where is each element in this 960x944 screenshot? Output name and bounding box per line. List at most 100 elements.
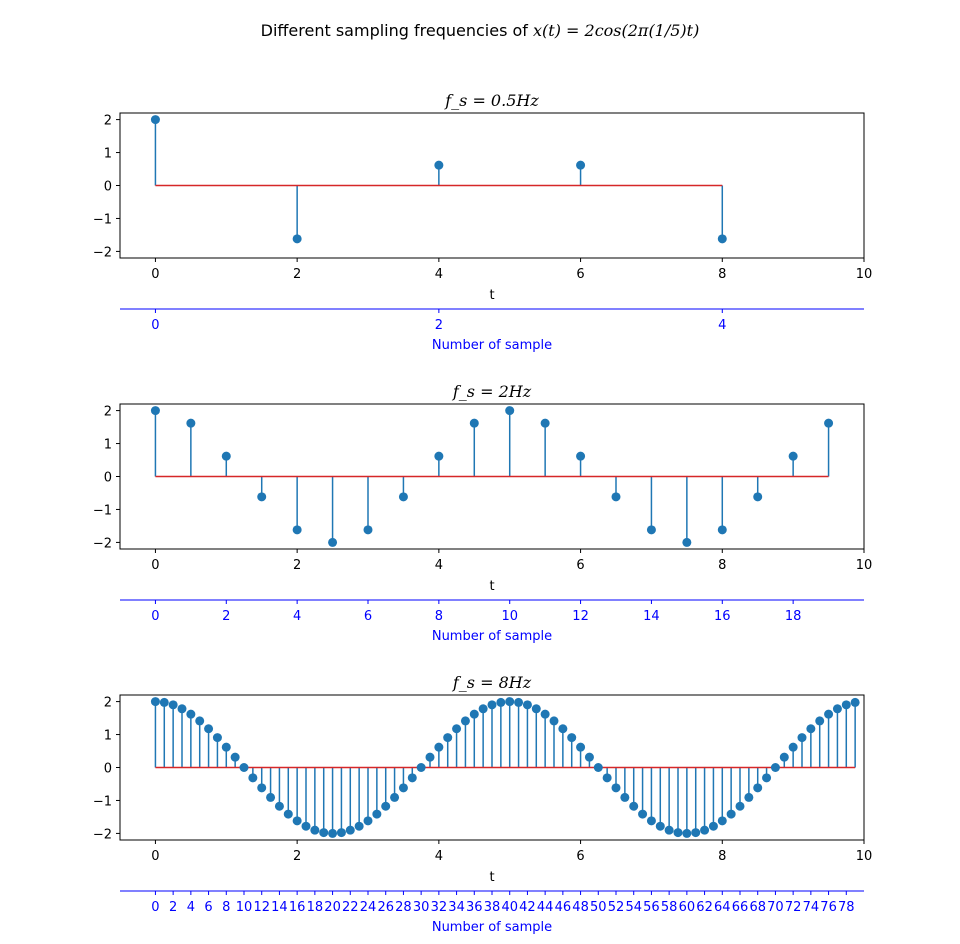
- secondary-tick-label: 52: [608, 900, 625, 915]
- secondary-tick-label: 54: [625, 900, 642, 915]
- stem-marker: [779, 752, 789, 762]
- x-axis-label: t: [489, 579, 494, 594]
- stem-marker: [841, 700, 851, 710]
- secondary-tick-label: 6: [364, 609, 372, 624]
- stem-marker: [354, 821, 364, 831]
- secondary-tick-label: 16: [714, 609, 731, 624]
- stem-marker: [717, 234, 727, 244]
- secondary-tick-label: 2: [222, 609, 230, 624]
- stem-marker: [744, 792, 754, 802]
- stem-marker: [850, 697, 860, 707]
- stem-marker: [363, 816, 373, 826]
- secondary-tick-label: 2: [169, 900, 177, 915]
- stem-marker: [425, 752, 435, 762]
- stem-marker: [186, 709, 196, 719]
- secondary-tick-label: 14: [643, 609, 660, 624]
- secondary-tick-label: 8: [222, 900, 230, 915]
- stem-marker: [496, 697, 506, 707]
- secondary-tick-label: 70: [767, 900, 784, 915]
- stem-marker: [328, 537, 338, 547]
- secondary-tick-label: 78: [838, 900, 855, 915]
- stem-marker: [292, 816, 302, 826]
- x-tick-label: 0: [151, 849, 159, 864]
- figure-title-formula: x(t) = 2cos(2π(1/5)t): [533, 21, 699, 40]
- stem-marker: [567, 733, 577, 743]
- stem-marker: [336, 828, 346, 838]
- y-tick-label: 1: [104, 147, 112, 162]
- secondary-tick-label: 42: [519, 900, 536, 915]
- stem-marker: [168, 700, 178, 710]
- y-tick-label: −2: [93, 245, 112, 260]
- secondary-tick-label: 4: [293, 609, 301, 624]
- stem-marker: [390, 792, 400, 802]
- y-tick-label: −2: [93, 536, 112, 551]
- stem-marker: [655, 821, 665, 831]
- stem-marker: [416, 763, 426, 772]
- secondary-tick-label: 64: [714, 900, 731, 915]
- secondary-tick-label: 60: [679, 900, 696, 915]
- stem-marker: [239, 763, 249, 772]
- stem-marker: [522, 700, 532, 710]
- stem-marker: [150, 697, 160, 707]
- stem-marker: [434, 451, 444, 461]
- secondary-tick-label: 0: [151, 609, 159, 624]
- secondary-tick-label: 32: [431, 900, 448, 915]
- secondary-tick-label: 62: [696, 900, 713, 915]
- secondary-tick-label: 4: [718, 318, 726, 333]
- secondary-tick-label: 58: [661, 900, 678, 915]
- secondary-tick-label: 0: [151, 900, 159, 915]
- stem-marker: [629, 801, 639, 811]
- stem-marker: [682, 537, 692, 547]
- stem-marker: [576, 160, 586, 170]
- stem-marker: [584, 752, 594, 762]
- subplot-title: f_s = 8Hz: [452, 673, 532, 692]
- y-tick-label: 1: [104, 438, 112, 453]
- secondary-tick-label: 18: [785, 609, 802, 624]
- stem-marker: [593, 763, 603, 772]
- y-tick-label: 0: [104, 180, 112, 195]
- stem-marker: [806, 724, 816, 734]
- y-tick-label: 1: [104, 729, 112, 744]
- stem-marker: [292, 525, 302, 535]
- stem-marker: [832, 704, 842, 714]
- stem-marker: [762, 773, 772, 783]
- stem-marker: [159, 697, 169, 707]
- secondary-tick-label: 50: [590, 900, 607, 915]
- stem-marker: [770, 763, 780, 772]
- stem-marker: [345, 825, 355, 835]
- subplot-1: f_s = 0.5Hz 0 2 4 6 8 10 −2 −1 0 1 2 t 0 2 4 Number of s…: [93, 91, 872, 353]
- secondary-tick-label: 30: [413, 900, 430, 915]
- stem-marker: [319, 828, 329, 838]
- x-tick-label: 8: [718, 558, 726, 573]
- secondary-tick-label: 2: [435, 318, 443, 333]
- x-tick-label: 2: [293, 849, 301, 864]
- stem-marker: [611, 492, 621, 502]
- stem-marker: [186, 418, 196, 428]
- stem-marker: [434, 742, 444, 752]
- secondary-tick-label: 28: [395, 900, 412, 915]
- stem-marker: [478, 704, 488, 714]
- secondary-axis-label: Number of sample: [432, 629, 552, 644]
- secondary-tick-label: 10: [501, 609, 518, 624]
- stem-marker: [150, 406, 160, 416]
- stem-marker: [753, 492, 763, 502]
- stem-marker: [788, 451, 798, 461]
- stem-marker: [824, 709, 834, 719]
- stem-marker: [576, 451, 586, 461]
- secondary-tick-label: 6: [204, 900, 212, 915]
- secondary-tick-label: 8: [435, 609, 443, 624]
- stem-marker: [407, 773, 417, 783]
- stem-marker: [212, 733, 222, 743]
- stem-marker: [372, 809, 382, 819]
- stem-marker: [726, 809, 736, 819]
- secondary-tick-label: 56: [643, 900, 660, 915]
- secondary-tick-label: 44: [537, 900, 554, 915]
- stem-marker: [292, 234, 302, 244]
- stem-marker: [646, 525, 656, 535]
- secondary-tick-label: 38: [484, 900, 501, 915]
- x-tick-label: 2: [293, 558, 301, 573]
- stem-marker: [815, 716, 825, 726]
- secondary-tick-label: 16: [289, 900, 306, 915]
